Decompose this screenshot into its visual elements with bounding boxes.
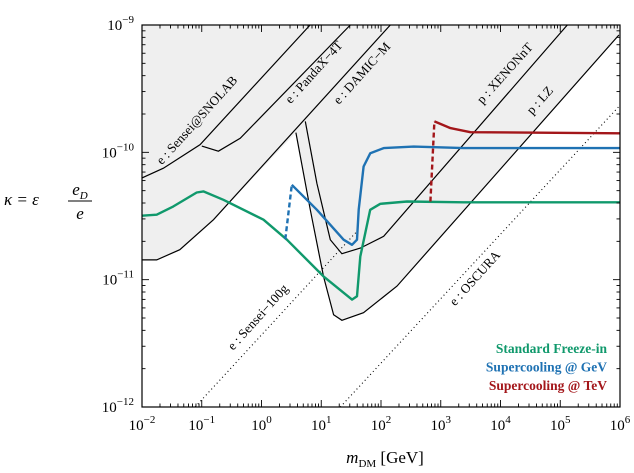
x-tick-label: 105 xyxy=(550,414,571,434)
excluded-region-layer xyxy=(142,25,620,321)
x-tick-label: 103 xyxy=(431,414,452,434)
y-tick-label: 10−11 xyxy=(102,269,134,289)
y-label-num: e xyxy=(72,180,80,199)
bound-line-1 xyxy=(201,24,351,152)
x-tick-label: 10−1 xyxy=(188,414,215,434)
bound-line-2 xyxy=(142,24,391,261)
x-tick-label: 100 xyxy=(251,414,272,434)
bound-label-6: e : OSCURA xyxy=(446,247,503,308)
x-axis-label: mDM [GeV] xyxy=(346,448,424,470)
y-tick-label: 10−10 xyxy=(102,141,135,161)
legend: Standard Freeze-in Supercooling @ GeV Supe… xyxy=(486,341,608,393)
y-label-den: e xyxy=(76,204,84,223)
svg-text:mDM [GeV]: mDM [GeV] xyxy=(346,448,424,470)
y-axis-label: κ = ε eD e xyxy=(4,180,92,223)
series-2-segment-0 xyxy=(429,121,436,202)
ticks-layer: 10−2 10−1 100 101 102 103 104 105 106 10−9 10−10 10… xyxy=(102,14,631,434)
y-label-lhs: κ = ε xyxy=(4,190,39,209)
series-1-segment-1 xyxy=(290,145,620,247)
bound-line-3 xyxy=(304,24,568,255)
x-label-main: m xyxy=(346,448,358,467)
series-2-segment-1 xyxy=(433,120,621,135)
legend-entry: Supercooling @ TeV xyxy=(489,378,607,393)
series-layer xyxy=(141,120,621,301)
x-tick-label: 102 xyxy=(371,414,392,434)
x-tick-label: 101 xyxy=(311,414,332,434)
svg-text:eD: eD xyxy=(72,180,88,202)
bound-line-4 xyxy=(295,34,620,321)
y-tick-label: 10−9 xyxy=(107,14,134,34)
series-1-segment-0 xyxy=(284,184,293,240)
legend-entry: Supercooling @ GeV xyxy=(486,360,607,375)
y-label-num-sub: D xyxy=(79,190,88,202)
legend-entry: Standard Freeze-in xyxy=(496,341,608,356)
x-label-unit: [GeV] xyxy=(376,448,424,467)
bound-line-0 xyxy=(141,24,311,179)
x-tick-label: 106 xyxy=(610,414,631,434)
x-tick-label: 104 xyxy=(490,414,511,434)
y-tick-label: 10−12 xyxy=(102,396,134,416)
bound-line-6 xyxy=(339,106,620,408)
x-tick-label: 10−2 xyxy=(129,414,156,434)
x-label-sub: DM xyxy=(358,458,376,470)
series-0-segment-0 xyxy=(141,190,620,301)
bounds-layer xyxy=(141,24,620,408)
bound-label-5: e : Sensei−100g xyxy=(224,281,291,353)
excluded-region xyxy=(142,25,620,321)
